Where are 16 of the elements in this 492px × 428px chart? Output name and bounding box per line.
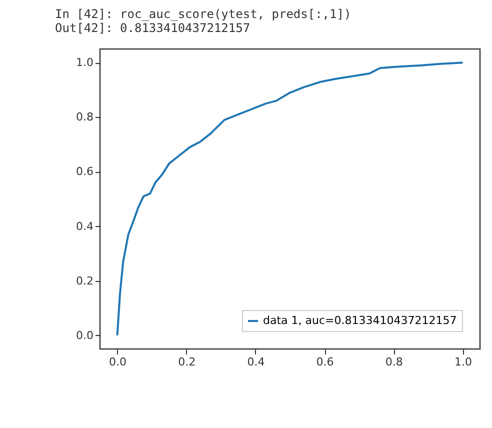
x-tick-label: 0.4	[247, 356, 265, 368]
y-tick-label: 1.0	[76, 56, 94, 70]
y-tick-label: 0.8	[76, 110, 94, 124]
y-tick-label: 0.6	[76, 165, 94, 178]
y-tick-label: 0.0	[76, 328, 94, 342]
x-tick-label: 0.6	[316, 356, 334, 368]
legend-label: data 1, auc=0.8133410437212157	[263, 314, 457, 327]
x-tick-label: 0.8	[385, 356, 403, 368]
text: In [42]: roc_auc_score(ytest, preds[:,1])	[55, 7, 352, 21]
x-tick-label: 1.0	[454, 356, 472, 368]
y-tick-label: 0.4	[76, 220, 94, 233]
x-tick-label: 0.0	[109, 356, 127, 368]
text: Out[42]: 0.8133410437212157	[55, 21, 250, 35]
x-tick-label: 0.2	[178, 356, 196, 368]
line-series	[116, 62, 464, 336]
y-tick-label: 0.2	[76, 274, 94, 288]
